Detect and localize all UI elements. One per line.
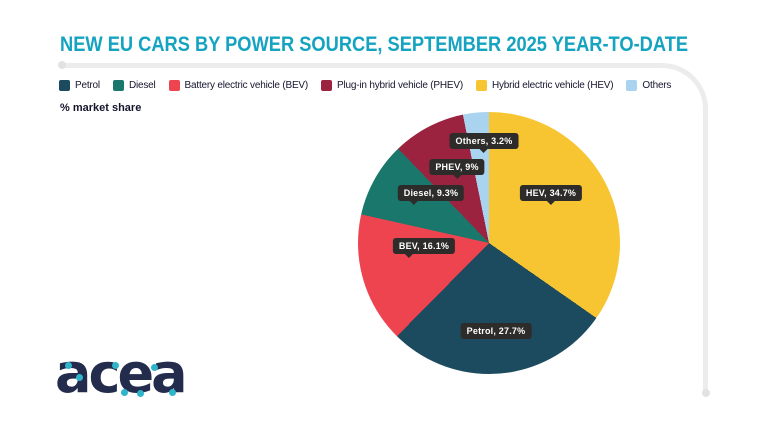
logo-dot-icon — [169, 389, 176, 396]
phev-swatch-icon — [321, 80, 333, 91]
bev-swatch-icon — [168, 80, 180, 91]
legend-label: Plug-in hybrid vehicle (PHEV) — [337, 80, 463, 91]
legend-label: Battery electric vehicle (BEV) — [184, 80, 309, 91]
logo-dot-icon — [121, 389, 128, 396]
acea-logo: acea — [55, 344, 205, 410]
frame-start-dot — [58, 61, 66, 69]
axis-unit-label: % market share — [60, 102, 142, 114]
hev-swatch-icon — [475, 80, 487, 91]
legend-item-others: Others — [626, 80, 671, 91]
logo-dot-icon — [65, 362, 72, 369]
decorative-frame — [62, 63, 708, 393]
legend-label: Hybrid electric vehicle (HEV) — [491, 80, 614, 91]
page-title: NEW EU CARS BY POWER SOURCE, SEPTEMBER 2… — [60, 33, 689, 56]
petrol-swatch-icon — [59, 80, 70, 91]
chart-legend: Petrol Diesel Battery electric vehicle (… — [59, 80, 671, 91]
legend-label: Diesel — [128, 80, 156, 91]
legend-item-petrol: Petrol — [59, 80, 100, 91]
logo-dot-icon — [151, 364, 158, 371]
logo-dot-icon — [112, 362, 119, 369]
others-swatch-icon — [626, 80, 638, 91]
slice-label-phev: PHEV, 9% — [429, 159, 485, 179]
logo-dot-icon — [137, 390, 144, 397]
legend-item-bev: Battery electric vehicle (BEV) — [168, 80, 309, 91]
legend-item-hev: Hybrid electric vehicle (HEV) — [475, 80, 614, 91]
slice-label-bev: BEV, 16.1% — [392, 238, 456, 258]
legend-item-phev: Plug-in hybrid vehicle (PHEV) — [321, 80, 463, 91]
legend-item-diesel: Diesel — [112, 80, 156, 91]
legend-label: Petrol — [75, 80, 100, 91]
frame-end-dot — [702, 389, 710, 397]
slice-label-petrol: Petrol, 27.7% — [460, 323, 532, 339]
legend-label: Others — [642, 80, 672, 91]
slice-label-hev: HEV, 34.7% — [519, 185, 583, 205]
slice-label-others: Others, 3.2% — [449, 133, 519, 153]
logo-dot-icon — [76, 374, 83, 381]
slice-label-diesel: Diesel, 9.3% — [397, 185, 465, 205]
diesel-swatch-icon — [112, 80, 124, 91]
